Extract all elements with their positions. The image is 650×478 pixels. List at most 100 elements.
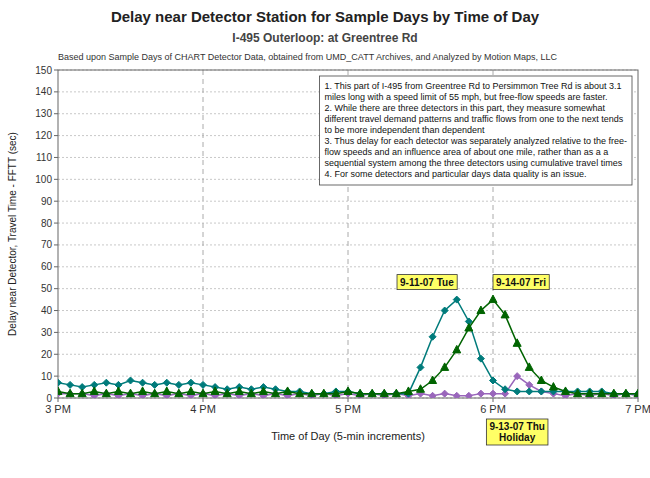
- series-line: [58, 300, 638, 394]
- y-tick: [54, 376, 58, 377]
- series-marker: [127, 390, 134, 397]
- grid: [58, 70, 638, 398]
- series-marker: [175, 389, 183, 397]
- series-marker: [598, 389, 606, 397]
- series-marker: [622, 389, 630, 397]
- series-marker: [163, 387, 171, 395]
- series-marker: [320, 389, 328, 397]
- series-marker: [67, 390, 74, 397]
- series-marker: [127, 377, 134, 384]
- series: [58, 296, 638, 397]
- y-tick: [54, 223, 58, 224]
- x-grid-line: [203, 70, 204, 398]
- series-marker: [393, 390, 400, 397]
- series-marker: [453, 345, 461, 353]
- y-tick: [54, 135, 58, 136]
- series-marker: [67, 381, 74, 388]
- series-marker: [344, 387, 352, 395]
- series-marker: [404, 387, 412, 395]
- series-marker: [501, 310, 509, 318]
- series-marker: [272, 390, 279, 397]
- y-tick-label: 120: [35, 130, 52, 141]
- y-tick-label: 140: [35, 86, 52, 97]
- x-axis-label: Time of Day (5-min increments): [271, 430, 425, 442]
- series-marker: [393, 390, 400, 397]
- plot-area: [58, 295, 638, 398]
- series-marker: [151, 389, 159, 397]
- series-marker: [187, 379, 194, 386]
- series-marker: [58, 379, 62, 386]
- source: Based upon Sample Days of CHART Detector…: [58, 52, 558, 62]
- series-marker: [369, 390, 376, 397]
- series-marker: [429, 392, 436, 398]
- series-marker: [453, 296, 460, 303]
- series-marker: [151, 381, 158, 388]
- series-marker: [549, 383, 557, 391]
- series-marker: [259, 387, 267, 395]
- series-marker: [308, 389, 316, 397]
- series-marker: [477, 355, 484, 362]
- x-tick-label: 6 PM: [480, 403, 506, 415]
- series-marker: [574, 389, 582, 397]
- y-tick-label: 110: [36, 152, 52, 163]
- series: [58, 295, 638, 397]
- series-marker: [489, 295, 497, 303]
- series-line: [58, 300, 638, 394]
- x-tick: [58, 398, 59, 402]
- series-marker: [634, 389, 638, 397]
- series-marker: [308, 390, 315, 397]
- annotation-box: [319, 76, 632, 185]
- series-marker: [514, 373, 521, 380]
- y-tick-label: 60: [41, 261, 53, 272]
- y-tick: [54, 244, 58, 245]
- y-tick: [54, 266, 58, 267]
- y-axis-label: Delay near Detector, Travel Time - FFTT …: [7, 132, 18, 336]
- day-label-text: 9-14-07 Fri: [496, 277, 546, 288]
- y-tick: [54, 398, 58, 399]
- series-marker: [562, 388, 569, 395]
- y-tick: [54, 91, 58, 92]
- x-tick: [493, 398, 494, 402]
- series-marker: [369, 390, 376, 397]
- y-tick-label: 50: [41, 283, 53, 294]
- series-marker: [356, 389, 364, 397]
- y-tick: [54, 179, 58, 180]
- series-marker: [175, 390, 182, 397]
- y-tick: [54, 201, 58, 202]
- x-tick: [203, 398, 204, 402]
- day-label-text: 9-11-07 Tue: [400, 277, 454, 288]
- y-grid-line: [58, 310, 638, 311]
- series-marker: [537, 376, 545, 384]
- x-tick-label: 5 PM: [335, 403, 361, 415]
- series-marker: [392, 389, 400, 397]
- series-marker: [102, 389, 110, 397]
- day-label-box: [493, 275, 549, 290]
- annotation: 1. This part of I-495 from Greentree Rd …: [319, 76, 632, 185]
- series-marker: [175, 381, 182, 388]
- series-marker: [127, 389, 135, 397]
- y-grid-line: [58, 266, 638, 267]
- series-marker: [477, 390, 484, 397]
- series-marker: [513, 339, 521, 347]
- series-marker: [441, 363, 449, 371]
- series-marker: [223, 389, 231, 397]
- series-marker: [66, 389, 74, 397]
- y-tick: [54, 288, 58, 289]
- series-marker: [429, 333, 436, 340]
- series-marker: [187, 387, 195, 395]
- day-label-box: [486, 419, 548, 445]
- y-tick-label: 40: [41, 305, 53, 316]
- series-marker: [200, 381, 207, 388]
- series-marker: [320, 390, 327, 397]
- series-marker: [368, 389, 376, 397]
- series-marker: [90, 387, 98, 395]
- x-tick-label: 7 PM: [625, 403, 650, 415]
- series-marker: [538, 388, 545, 395]
- series-marker: [538, 388, 545, 395]
- series-marker: [610, 389, 618, 397]
- series-marker: [622, 390, 629, 397]
- x-tick-label: 3 PM: [45, 403, 71, 415]
- series-marker: [235, 387, 243, 395]
- series-marker: [345, 388, 352, 395]
- series-marker: [610, 390, 617, 397]
